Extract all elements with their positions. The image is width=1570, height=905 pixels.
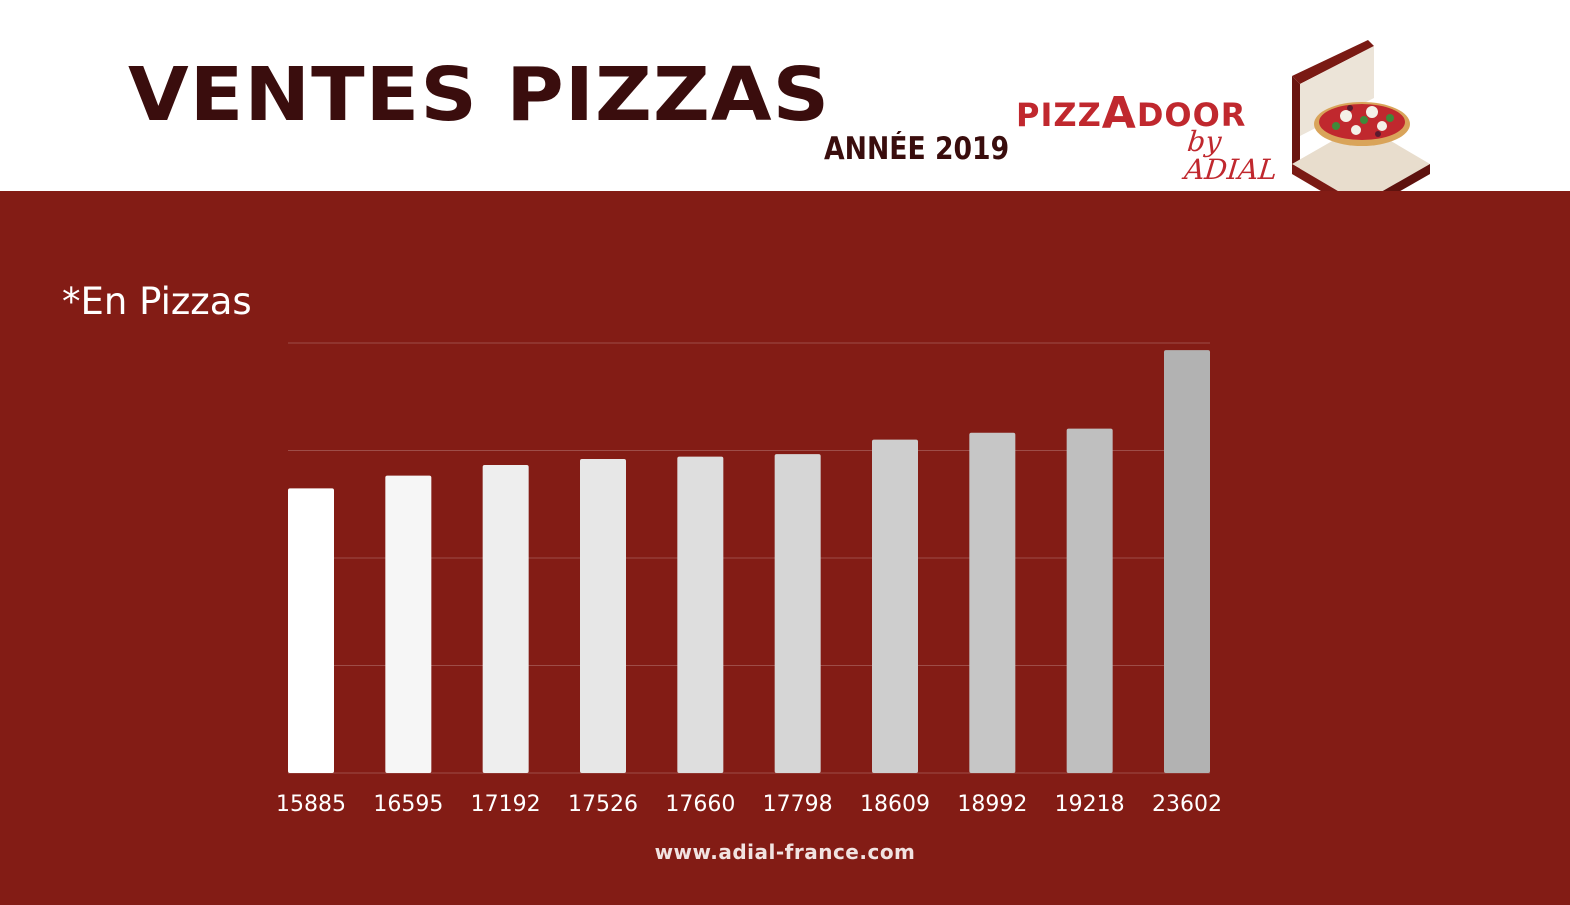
bar-16595 [385,475,432,773]
bar-17660 [677,456,724,773]
bar-15885 [288,488,334,773]
page-title: VENTES PIZZAS [128,52,831,138]
tick-label-17660: 17660 [665,792,735,817]
footer-url: www.adial-france.com [654,840,916,864]
pizza-box-icon [1292,40,1430,214]
bar-18992 [969,432,1016,773]
brand-subline: by ADIAL [1182,125,1279,186]
tick-label-18609: 18609 [860,792,930,817]
unit-note: *En Pizzas [62,280,252,323]
bar-chart: 15885 16595 17192 17526 17660 17798 18609 18992… [276,342,1222,817]
bar-17192 [482,464,529,773]
brand-logo: PIZZADOOR by ADIAL [1010,80,1280,190]
bar-17526 [580,458,626,773]
tick-label-17192: 17192 [471,792,541,817]
bar-17798 [774,454,821,773]
tick-label-17798: 17798 [763,792,833,817]
tick-label-23602: 23602 [1152,792,1222,817]
header: VENTES PIZZAS ANNÉE 2019 PIZZADOOR by AD… [0,0,1570,214]
tick-label-18992: 18992 [957,792,1027,817]
bar-18609 [872,439,918,773]
page-subtitle: ANNÉE 2019 [824,131,1010,167]
bar-19218 [1066,428,1113,773]
bar-23602 [1164,350,1210,773]
tick-label-17526: 17526 [568,792,638,817]
tick-label-16595: 16595 [373,792,443,817]
tick-label-15885: 15885 [276,792,346,817]
brand-name: PIZZADOOR [1016,88,1247,139]
tick-label-19218: 19218 [1055,792,1125,817]
